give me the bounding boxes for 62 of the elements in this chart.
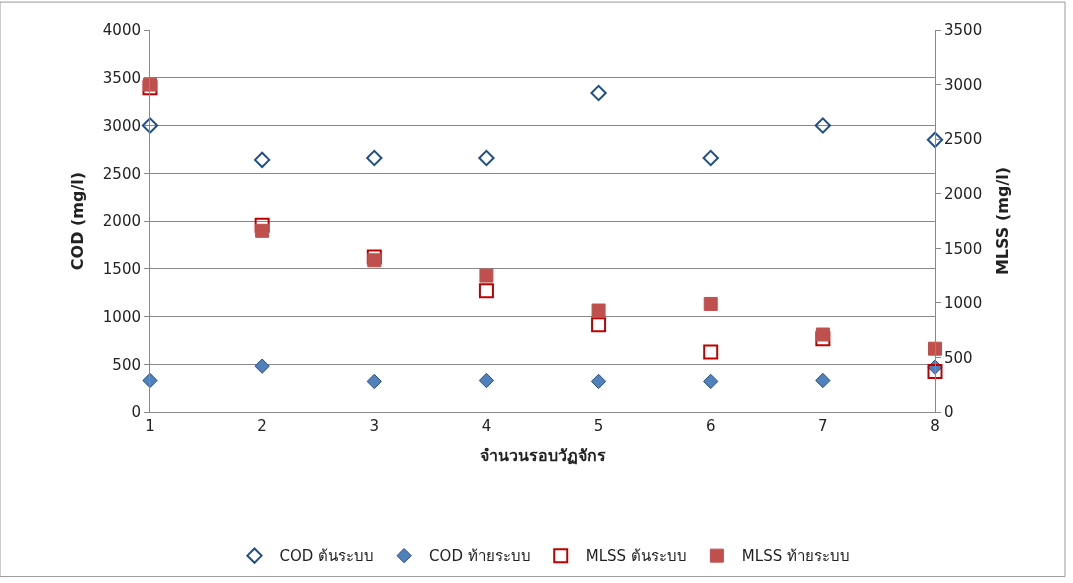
y-tick-label: 500	[112, 355, 141, 374]
point	[254, 217, 270, 233]
point	[253, 151, 271, 169]
x-tick-label: 7	[818, 417, 828, 435]
x-tick-label: 3	[369, 417, 380, 435]
point	[143, 77, 157, 92]
point	[590, 84, 607, 102]
point	[927, 364, 943, 380]
y-tick-label: 1000	[102, 307, 141, 326]
point	[815, 372, 831, 389]
x-tick-label: 2	[257, 417, 267, 435]
point	[591, 303, 606, 318]
point	[815, 327, 830, 342]
point	[366, 373, 382, 390]
point	[255, 223, 270, 238]
point	[478, 372, 495, 389]
y-axis-title: COD (mg/l)	[67, 171, 87, 271]
point	[366, 149, 383, 167]
y2-tick-label: 3000	[944, 75, 983, 94]
point	[703, 344, 719, 360]
point	[815, 331, 831, 347]
point	[478, 149, 495, 167]
x-tick-label: 5	[593, 417, 604, 435]
point	[703, 373, 719, 390]
point	[702, 149, 719, 167]
point	[366, 249, 382, 265]
y2-tick-label: 3500	[944, 21, 983, 40]
y2-tick-label: 1500	[944, 239, 983, 258]
y-tick-label: 2500	[102, 164, 141, 183]
x-axis-title: จำนวนรอบวัฏจักร	[479, 445, 606, 465]
y-tick-label: 1500	[102, 260, 141, 278]
point	[703, 296, 718, 311]
x-tick-label: 8	[930, 417, 940, 435]
y2-tick-label: 500	[944, 348, 973, 367]
point	[928, 341, 942, 356]
point	[367, 253, 382, 268]
y-tick-label: 2000	[102, 212, 141, 231]
point	[478, 283, 494, 299]
legend-label: MLSS ท้ายระบบ	[741, 547, 850, 566]
point	[926, 131, 944, 148]
point	[254, 358, 270, 374]
y-tick-label: 4000	[102, 21, 141, 40]
y2-tick-label: 2000	[944, 184, 983, 203]
point	[141, 117, 159, 134]
legend-label: COD ต้นระบบ	[279, 547, 375, 566]
y-tick-label: 0	[131, 403, 141, 422]
y-tick-label: 3500	[102, 69, 141, 87]
y2-tick-label: 2500	[944, 130, 983, 149]
x-tick-label: 6	[705, 417, 716, 435]
point	[590, 373, 607, 390]
x-tick-label: 4	[481, 417, 492, 435]
legend-label: COD ท้ายระบบ	[429, 547, 531, 566]
point	[814, 117, 832, 134]
y2-tick-label: 0	[944, 403, 954, 422]
legend-label: MLSS ต้นระบบ	[585, 547, 687, 566]
y2-tick-label: 1000	[944, 294, 983, 313]
x-tick-label: 1	[145, 417, 155, 435]
y-tick-label: 3000	[102, 116, 141, 135]
point	[142, 372, 158, 389]
point	[479, 268, 494, 283]
y2-axis-title: MLSS (mg/l)	[992, 166, 1012, 276]
point	[591, 317, 607, 333]
